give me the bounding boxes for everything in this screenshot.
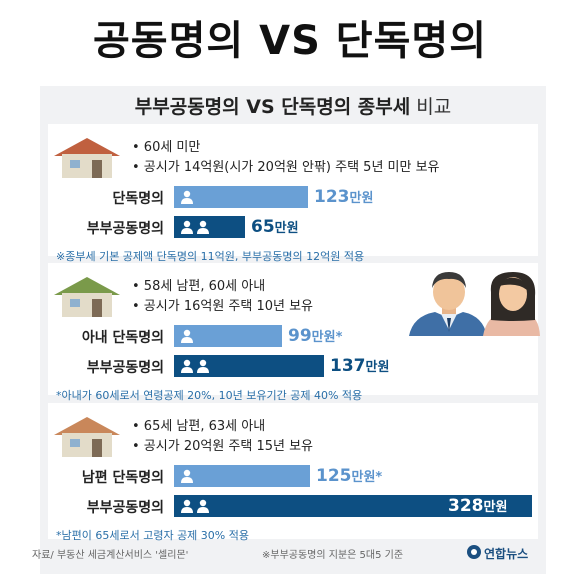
condition-bullet: • 65세 남편, 63세 아내 <box>132 419 266 434</box>
chart-title: 부부공동명의 VS 단독명의 종부세 비교 <box>40 92 546 119</box>
condition-bullet: • 58세 남편, 60세 아내 <box>132 279 266 294</box>
headline: 공동명의 VS 단독명의 <box>92 18 488 64</box>
condition-bullet: • 공시가 14억원(시가 20억원 안팎) 주택 5년 미만 보유 <box>132 160 440 175</box>
bar <box>174 186 308 208</box>
card-note: *남편이 65세로서 고령자 공제 30% 적용 <box>56 529 249 542</box>
person-icon <box>197 220 209 234</box>
card-note: *아내가 60세로서 연령공제 20%, 10년 보유기간 공제 40% 적용 <box>56 389 363 402</box>
chart-title-normal: 비교 <box>410 96 452 118</box>
source-text: 자료/ 부동산 세금계산서비스 '셀리몬' <box>32 550 189 561</box>
row-label: 남편 단독명의 <box>81 470 164 486</box>
row-label: 단독명의 <box>112 191 164 207</box>
row-label: 부부공동명의 <box>86 221 164 237</box>
condition-bullet: • 공시가 20억원 주택 15년 보유 <box>132 439 314 454</box>
couple-icon <box>180 498 212 517</box>
row-label: 부부공동명의 <box>86 500 164 516</box>
house-icon <box>52 275 122 321</box>
footnote-text: ※부부공동명의 지분은 5대5 기준 <box>262 550 404 561</box>
bar-value-label: 125만원* <box>316 466 383 486</box>
row-label: 아내 단독명의 <box>81 330 164 346</box>
couple-illustration <box>409 272 540 336</box>
person-icon <box>181 469 193 483</box>
bar-value-label: 137만원 <box>330 356 390 376</box>
couple-icon <box>180 219 212 238</box>
person-icon <box>181 190 193 204</box>
couple-icon <box>180 358 212 377</box>
person-icon <box>181 329 193 343</box>
single-person-icon <box>180 189 196 208</box>
bar <box>174 325 282 347</box>
yonhap-logo-icon <box>467 545 481 559</box>
row-label: 부부공동명의 <box>86 360 164 376</box>
logo-text: 연합뉴스 <box>484 547 529 561</box>
person-icon <box>181 499 193 513</box>
single-person-icon <box>180 328 196 347</box>
bar <box>174 355 324 377</box>
condition-bullet: • 공시가 16억원 주택 10년 보유 <box>132 299 314 314</box>
person-icon <box>197 499 209 513</box>
condition-bullet: • 60세 미만 <box>132 140 201 155</box>
chart-title-bold: 부부공동명의 VS 단독명의 종부세 <box>134 96 411 118</box>
card-note: ※종부세 기본 공제액 단독명의 11억원, 부부공동명의 12억원 적용 <box>56 250 365 263</box>
person-icon <box>181 220 193 234</box>
house-icon <box>52 136 122 182</box>
person-icon <box>181 359 193 373</box>
bar <box>174 495 532 517</box>
bar-value-label: 328만원 <box>448 496 508 516</box>
house-icon <box>52 415 122 461</box>
person-icon <box>197 359 209 373</box>
bar-value-label: 65만원 <box>251 217 299 237</box>
bar <box>174 465 310 487</box>
bar <box>174 216 245 238</box>
single-person-icon <box>180 468 196 487</box>
bar-value-label: 123만원 <box>314 187 374 207</box>
bar-value-label: 99만원* <box>288 326 343 346</box>
